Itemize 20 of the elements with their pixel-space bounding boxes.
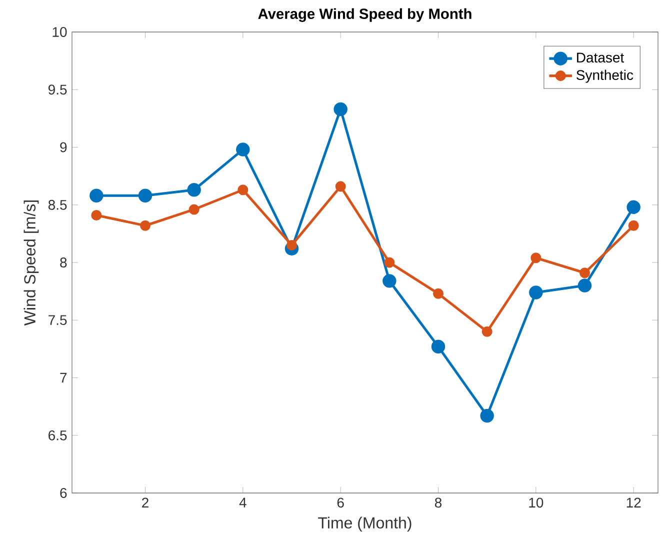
x-tick-label: 10 bbox=[529, 498, 544, 508]
y-axis-title: Wind Speed [m/s] bbox=[24, 200, 39, 326]
chart-title: Average Wind Speed by Month bbox=[258, 8, 472, 22]
x-tick-label: 12 bbox=[626, 498, 641, 508]
y-tick-label: 9 bbox=[60, 142, 67, 152]
x-tick-label: 2 bbox=[142, 498, 148, 508]
y-tick-label: 9.5 bbox=[48, 84, 67, 95]
y-tick-label: 10 bbox=[52, 27, 67, 37]
x-tick-label: 8 bbox=[434, 498, 442, 508]
y-tick-label: 8 bbox=[60, 258, 67, 268]
legend-label: Dataset bbox=[577, 52, 624, 63]
x-tick-label: 6 bbox=[337, 498, 344, 508]
y-tick-label: 6.5 bbox=[48, 430, 67, 440]
x-tick-label: 4 bbox=[239, 498, 246, 508]
y-tick-label: 7 bbox=[60, 372, 67, 383]
x-axis-title: Time (Month) bbox=[318, 516, 412, 532]
y-tick-label: 8.5 bbox=[48, 200, 67, 210]
legend-label: Synthetic bbox=[576, 70, 634, 83]
y-tick-label: 7.5 bbox=[48, 315, 67, 326]
y-tick-label: 6 bbox=[60, 488, 67, 498]
